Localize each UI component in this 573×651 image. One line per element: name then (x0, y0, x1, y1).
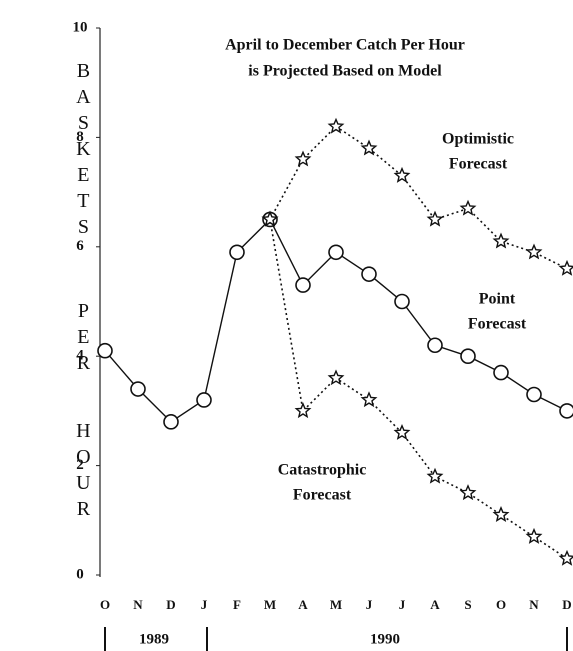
data-point (559, 403, 573, 419)
y-axis-label: PER (72, 300, 94, 378)
x-tick-label: M (264, 597, 276, 612)
data-point (294, 150, 312, 167)
data-point (526, 386, 542, 403)
data-point (394, 293, 410, 310)
chart-title: is Projected Based on Model (248, 63, 442, 80)
year-label: 1989 (139, 631, 169, 647)
x-tick-label: J (399, 597, 406, 612)
data-point (492, 232, 510, 249)
y-tick-label: 6 (76, 238, 84, 254)
data-point (459, 484, 477, 501)
data-point (558, 259, 573, 276)
x-tick-label: N (529, 597, 539, 612)
data-point (294, 402, 312, 419)
annotation: Forecast (293, 487, 352, 504)
data-point (261, 210, 279, 227)
data-point (460, 348, 476, 365)
annotation: Catastrophic (278, 462, 367, 479)
data-point (525, 243, 543, 260)
data-point (327, 117, 345, 134)
data-point (295, 277, 311, 293)
data-point (426, 210, 444, 227)
data-point (163, 414, 179, 430)
annotation: Forecast (449, 156, 508, 173)
y-tick-label: 0 (76, 566, 84, 582)
x-tick-label: S (464, 597, 471, 612)
data-point (97, 342, 113, 359)
x-tick-label: D (562, 597, 571, 612)
year-label: 1990 (370, 631, 400, 647)
data-point (360, 139, 378, 156)
annotation: Forecast (468, 316, 527, 333)
y-tick-label: 8 (76, 129, 84, 145)
data-point (493, 364, 509, 381)
x-tick-label: D (166, 597, 175, 612)
data-point (196, 392, 212, 408)
data-point (427, 337, 443, 354)
data-point (393, 166, 411, 183)
y-axis-label: HOUR (72, 420, 94, 524)
x-tick-label: O (496, 597, 506, 612)
series-line (269, 125, 568, 270)
x-tick-label: O (100, 597, 110, 612)
annotation: Point (479, 291, 516, 308)
data-point (361, 266, 377, 282)
data-point (426, 467, 444, 484)
data-point (130, 381, 146, 397)
data-point (393, 424, 411, 440)
data-point (525, 527, 543, 544)
y-tick-label: 10 (73, 19, 88, 35)
data-point (327, 369, 345, 386)
chart-title: April to December Catch Per Hour (225, 37, 465, 54)
y-axis-label: BASKETS (72, 60, 94, 242)
data-point (492, 506, 510, 522)
data-point (229, 244, 245, 261)
data-point (328, 244, 344, 261)
y-tick-label: 4 (76, 348, 84, 364)
data-point (360, 391, 378, 408)
series-line (269, 219, 568, 560)
data-point (459, 199, 477, 216)
data-point (558, 549, 573, 566)
x-tick-label: M (330, 597, 342, 612)
annotation: Optimistic (442, 131, 514, 148)
x-tick-label: J (366, 597, 373, 612)
x-tick-label: A (298, 597, 308, 612)
x-tick-label: N (133, 597, 143, 612)
x-tick-label: A (430, 597, 440, 612)
y-tick-label: 2 (76, 457, 84, 473)
x-tick-label: F (233, 597, 241, 612)
x-tick-label: J (201, 597, 208, 612)
